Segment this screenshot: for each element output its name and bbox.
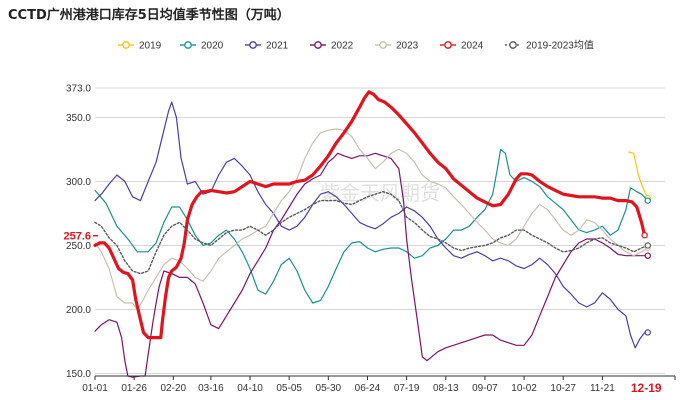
x-tick-label: 11-21 <box>590 383 615 394</box>
series-line-2023 <box>94 128 649 310</box>
x-tick-label: 07-19 <box>394 383 420 394</box>
legend-item-2024[interactable]: 2024 <box>440 41 484 52</box>
legend-swatch-marker <box>509 41 517 49</box>
series-end-marker-2022 <box>644 252 651 259</box>
series-line-2024 <box>93 90 647 340</box>
legend-item-2023[interactable]: 2023 <box>375 41 419 52</box>
x-tick-label: 05-30 <box>316 383 342 394</box>
x-tick-label: 04-10 <box>237 383 263 394</box>
x-tick-label: 09-07 <box>472 383 498 394</box>
y-tick-label: 250.0 <box>66 241 91 252</box>
legend-label: 2024 <box>461 41 484 52</box>
axes: 150.0 200.0 250.0 300.0 350.0 373.0 01-01 01-26… <box>63 84 676 395</box>
series-layer <box>93 90 651 378</box>
x-tick-label: 10-27 <box>550 383 576 394</box>
legend-swatch-marker <box>314 41 322 49</box>
x-tick-label: 03-16 <box>198 383 224 394</box>
series-end-marker-2019-2023均值 <box>644 242 651 249</box>
legend-item-2021[interactable]: 2021 <box>245 41 289 52</box>
x-tick-label: 02-20 <box>161 383 187 394</box>
series-line-2019 <box>628 151 649 199</box>
series-line-2019-2023均值 <box>94 191 649 275</box>
legend[interactable]: 2019 2020 2021 2022 2023 2024 2019-2023均值 <box>118 39 594 52</box>
series-line-2020 <box>94 148 649 304</box>
legend-item-2020[interactable]: 2020 <box>180 41 224 52</box>
legend-label: 2020 <box>201 41 224 52</box>
series-end-marker-2021 <box>644 329 651 336</box>
legend-item-2019[interactable]: 2019 <box>118 41 162 52</box>
series-end-marker-2020 <box>644 197 651 204</box>
legend-label: 2019-2023均值 <box>526 39 594 52</box>
x-highlight-label: 12-19 <box>631 381 662 395</box>
legend-label: 2022 <box>331 41 354 52</box>
x-tick-label: 10-02 <box>511 383 537 394</box>
y-tick-label: 350.0 <box>66 113 91 124</box>
x-tick-label: 01-26 <box>121 383 147 394</box>
legend-swatch-marker <box>184 41 192 49</box>
chart-title: CCTD广州港港口库存5日均值季节性图（万吨） <box>8 8 290 23</box>
gridlines <box>95 87 665 374</box>
legend-label: 2021 <box>266 41 289 52</box>
y-tick-label: 150.0 <box>66 369 91 380</box>
legend-label: 2023 <box>396 41 419 52</box>
series-end-marker-2024 <box>641 231 648 239</box>
y-tick-label: 373.0 <box>66 84 91 95</box>
legend-swatch-marker <box>249 41 257 49</box>
legend-swatch-marker <box>379 41 387 49</box>
series-line-2022 <box>94 152 649 378</box>
legend-item-2019-2023均值[interactable]: 2019-2023均值 <box>505 39 594 52</box>
series-line-2021 <box>94 101 649 349</box>
legend-item-2022[interactable]: 2022 <box>310 41 354 52</box>
legend-swatch-marker <box>444 41 452 49</box>
legend-label: 2019 <box>139 41 162 52</box>
y-tick-label: 300.0 <box>66 177 91 188</box>
x-tick-label: 01-01 <box>82 383 108 394</box>
x-tick-label: 08-13 <box>433 383 459 394</box>
legend-swatch-marker <box>122 41 130 49</box>
y-tick-label: 200.0 <box>66 305 91 316</box>
x-tick-label: 05-05 <box>276 383 302 394</box>
y-highlight-label: 257.6 <box>63 231 91 243</box>
x-tick-label: 06-24 <box>355 383 381 394</box>
